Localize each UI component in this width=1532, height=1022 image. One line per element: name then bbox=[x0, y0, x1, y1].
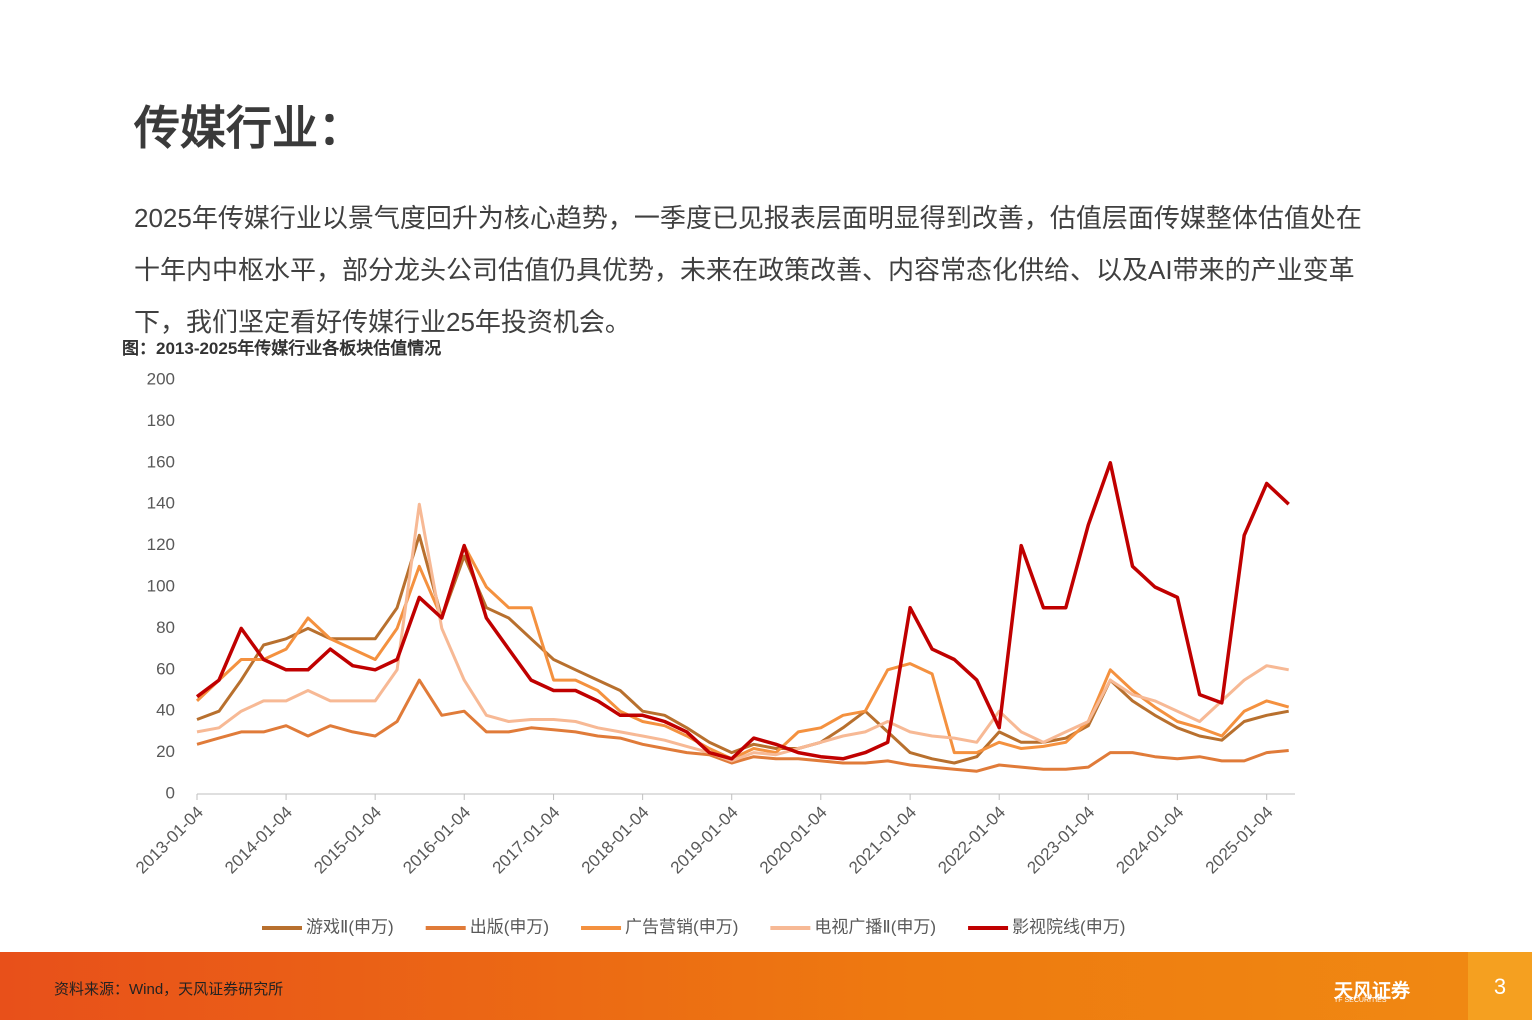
source: 资料来源：Wind，天风证券研究所 bbox=[54, 981, 284, 998]
x-tick-label: 2021-01-04 bbox=[845, 803, 920, 878]
y-tick-label: 60 bbox=[156, 659, 175, 678]
title: 传媒行业： bbox=[134, 102, 364, 154]
legend-label: 出版(申万) bbox=[470, 917, 549, 936]
page-number: 3 bbox=[1468, 952, 1532, 1020]
footer-band bbox=[0, 952, 1532, 1020]
y-tick-label: 200 bbox=[147, 369, 175, 388]
legend-label: 影视院线(申万) bbox=[1012, 917, 1125, 936]
y-tick-label: 0 bbox=[166, 783, 175, 802]
chart-title: 图：2013-2025年传媒行业各板块估值情况 bbox=[122, 339, 442, 358]
legend-label: 广告营销(申万) bbox=[625, 917, 738, 936]
y-tick-label: 40 bbox=[156, 701, 175, 720]
x-tick-label: 2017-01-04 bbox=[489, 803, 564, 878]
logo: 天风证券 bbox=[1334, 981, 1411, 1002]
x-tick-label: 2024-01-04 bbox=[1112, 803, 1187, 878]
series-line bbox=[196, 678, 1289, 773]
x-tick-label: 2020-01-04 bbox=[756, 803, 831, 878]
x-tick-label: 2025-01-04 bbox=[1202, 803, 1277, 878]
y-tick-label: 160 bbox=[147, 452, 175, 471]
x-tick-label: 2018-01-04 bbox=[578, 803, 653, 878]
series-line bbox=[196, 502, 1289, 763]
y-tick-label: 100 bbox=[147, 576, 175, 595]
paragraph: 2025年传媒行业以景气度回升为核心趋势，一季度已见报表层面明显得到改善，估值层… bbox=[134, 203, 1362, 337]
y-tick-label: 20 bbox=[156, 742, 175, 761]
series-line bbox=[195, 461, 1290, 761]
legend-label: 电视广播Ⅱ(申万) bbox=[814, 917, 936, 936]
y-tick-label: 140 bbox=[147, 494, 175, 513]
x-tick-label: 2013-01-04 bbox=[132, 803, 207, 878]
y-tick-label: 80 bbox=[156, 618, 175, 637]
y-tick-label: 120 bbox=[147, 535, 175, 554]
series-line bbox=[195, 544, 1290, 761]
logo-en: TF SECURITIES bbox=[1334, 997, 1387, 1004]
x-tick-label: 2014-01-04 bbox=[221, 803, 296, 878]
x-tick-label: 2015-01-04 bbox=[310, 803, 385, 878]
legend-label: 游戏Ⅱ(申万) bbox=[306, 917, 394, 936]
x-tick-label: 2023-01-04 bbox=[1023, 803, 1098, 878]
series-line bbox=[196, 533, 1289, 765]
x-tick-label: 2016-01-04 bbox=[399, 803, 474, 878]
y-tick-label: 180 bbox=[147, 411, 175, 430]
x-tick-label: 2022-01-04 bbox=[934, 803, 1009, 878]
x-tick-label: 2019-01-04 bbox=[667, 803, 742, 878]
